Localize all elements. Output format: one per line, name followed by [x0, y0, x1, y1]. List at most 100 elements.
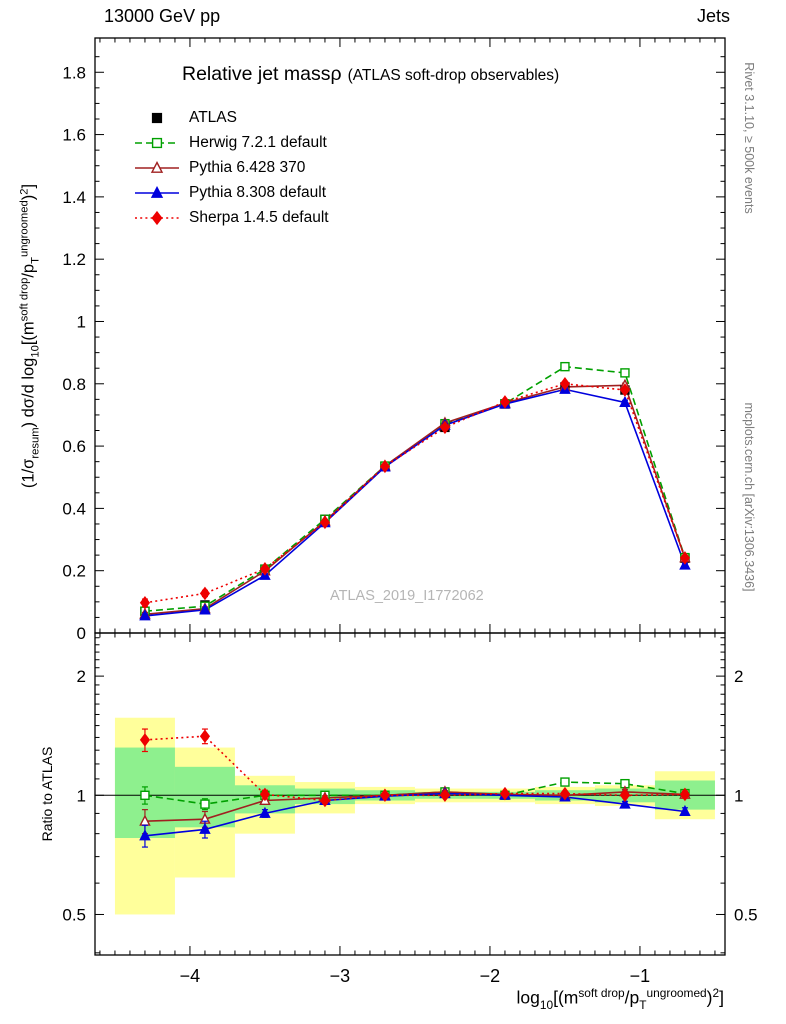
- legend-label: Pythia 8.308 default: [189, 183, 327, 201]
- main-y-tick-label: 0: [77, 624, 86, 643]
- main-marker-sherpa-1-4-5-default: [559, 377, 571, 391]
- main-marker-sherpa-1-4-5-default: [259, 562, 271, 576]
- label-segment: (1/σ: [19, 458, 38, 489]
- ratio-marker-sherpa-1-4-5-default: [379, 788, 391, 803]
- x-tick-label: −1: [630, 966, 651, 986]
- main-marker-sherpa-1-4-5-default: [379, 459, 391, 474]
- label-segment: [(m: [19, 321, 38, 346]
- label-segment: soft drop: [578, 986, 625, 1000]
- main-y-tick-label: 0.8: [62, 375, 86, 394]
- ratio-series-line-pythia-6-428-370: [144, 791, 685, 822]
- label-segment: ): [706, 987, 713, 1008]
- label-segment: ]: [719, 987, 724, 1008]
- legend-marker-sherpa-1-4-5-default: [135, 210, 179, 225]
- ratio-marker-sherpa-1-4-5-default: [319, 793, 331, 808]
- main-marker-sherpa-1-4-5-default: [199, 586, 211, 601]
- main-y-tick-label: 1.6: [62, 126, 86, 145]
- main-marker-sherpa-1-4-5-default: [499, 395, 511, 409]
- legend-item-pythia-8-308-default: Pythia 8.308 default: [134, 180, 329, 205]
- main-marker-pythia-8-308-default: [619, 395, 631, 407]
- plot-title-main: Relative jet massρ: [182, 63, 342, 85]
- legend-label: Sherpa 1.4.5 default: [189, 208, 329, 226]
- legend-marker-pythia-6-428-370: [135, 160, 179, 173]
- plot-title-sub: (ATLAS soft-drop observables): [347, 67, 560, 84]
- main-y-tick-label: 0.6: [62, 437, 86, 456]
- main-marker-pythia-8-308-default: [139, 609, 151, 621]
- legend-glyph-herwig-7-2-1-default: [151, 137, 163, 148]
- ratio-series-line-sherpa-1-4-5-default: [144, 735, 685, 802]
- x-tick-label: −4: [180, 966, 201, 986]
- legend-item-atlas: ATLAS: [134, 105, 329, 130]
- ratio-y-tick-label: 0.5: [62, 905, 86, 924]
- label-segment: 2: [18, 188, 31, 195]
- main-marker-pythia-8-308-default: [199, 603, 211, 615]
- legend-label: Herwig 7.2.1 default: [189, 133, 327, 151]
- legend-glyph-pythia-6-428-370: [150, 160, 164, 173]
- analysis-id-watermark: ATLAS_2019_I1772062: [330, 588, 484, 604]
- ratio-y-tick-label: 1: [77, 786, 86, 805]
- ratio-y-tick-label: 2: [734, 667, 743, 686]
- ratio-marker-sherpa-1-4-5-default: [679, 787, 691, 802]
- main-marker-sherpa-1-4-5-default: [679, 551, 691, 565]
- ratio-marker-sherpa-1-4-5-default: [559, 786, 571, 801]
- main-y-tick-label: 0.4: [62, 499, 86, 518]
- legend-marker-atlas: [151, 112, 163, 123]
- ratio-marker-herwig-7-2-1-default: [140, 790, 150, 800]
- beam-energy-label: 13000 GeV pp: [104, 6, 221, 26]
- process-label: Jets: [696, 6, 730, 26]
- label-segment: ) dσ/d log: [19, 357, 38, 428]
- main-y-axis-label: (1/σresum) dσ/d log10[(msoft drop/pTungr…: [18, 184, 41, 488]
- label-segment: 2: [712, 986, 720, 1000]
- mcplots-reference-note: mcplots.cern.ch [arXiv:1306.3436]: [742, 402, 756, 592]
- ratio-marker-pythia-8-308-default: [619, 797, 631, 809]
- main-marker-sherpa-1-4-5-default: [439, 420, 451, 435]
- label-segment: log: [516, 987, 540, 1008]
- ratio-marker-herwig-7-2-1-default: [560, 777, 570, 787]
- label-segment: resum: [29, 427, 42, 459]
- main-series-line-sherpa-1-4-5-default: [144, 382, 686, 604]
- ratio-marker-sherpa-1-4-5-default: [139, 733, 151, 747]
- ratio-y-tick-label: 0.5: [734, 905, 758, 924]
- legend-glyph-atlas: [151, 112, 163, 123]
- ratio-marker-sherpa-1-4-5-default: [199, 729, 211, 743]
- label-segment: T: [639, 997, 647, 1012]
- main-y-tick-label: 1.2: [62, 250, 86, 269]
- x-tick-label: −3: [330, 966, 351, 986]
- main-series-line-pythia-8-308-default: [144, 388, 686, 617]
- rivet-version-note: Rivet 3.1.10, ≥ 500k events: [742, 62, 756, 214]
- label-segment: 10: [539, 997, 554, 1012]
- legend-marker-pythia-8-308-default: [135, 185, 179, 198]
- x-tick-label: −2: [480, 966, 501, 986]
- main-marker-herwig-7-2-1-default: [620, 368, 630, 378]
- main-marker-herwig-7-2-1-default: [560, 361, 570, 372]
- legend-marker-herwig-7-2-1-default: [135, 137, 179, 148]
- ratio-y-axis-label: Ratio to ATLAS: [39, 746, 55, 842]
- legend-label: Pythia 6.428 370: [189, 158, 306, 176]
- legend-glyph-pythia-8-308-default: [150, 185, 164, 198]
- ratio-marker-pythia-8-308-default: [139, 829, 151, 841]
- legend-glyph-sherpa-1-4-5-default: [151, 210, 163, 225]
- plot-title: Relative jet massρ (ATLAS soft-drop obser…: [182, 63, 559, 86]
- main-y-tick-label: 0.2: [62, 562, 86, 581]
- label-segment: ungroomed: [18, 200, 31, 258]
- legend: ATLAS Herwig 7.2.1 default Pythia 6.428 37…: [134, 105, 329, 230]
- main-y-tick-label: 1.8: [62, 63, 86, 82]
- ratio-marker-pythia-8-308-default: [679, 804, 691, 817]
- ratio-panel-frame: [94, 632, 726, 956]
- ratio-marker-pythia-8-308-default: [259, 806, 271, 818]
- main-marker-sherpa-1-4-5-default: [619, 383, 631, 397]
- ratio-marker-sherpa-1-4-5-default: [619, 788, 631, 803]
- ratio-marker-sherpa-1-4-5-default: [259, 787, 271, 802]
- main-series-line-herwig-7-2-1-default: [144, 365, 686, 612]
- main-y-tick-label: 1.4: [62, 188, 86, 207]
- label-segment: /p: [624, 987, 640, 1008]
- label-segment: /p: [19, 263, 38, 278]
- legend-item-sherpa-1-4-5-default: Sherpa 1.4.5 default: [134, 205, 329, 230]
- ratio-series-line-herwig-7-2-1-default: [144, 781, 686, 805]
- label-segment: 10: [29, 345, 42, 358]
- main-marker-sherpa-1-4-5-default: [139, 596, 151, 610]
- label-segment: ]: [19, 183, 38, 189]
- ratio-marker-sherpa-1-4-5-default: [439, 788, 451, 803]
